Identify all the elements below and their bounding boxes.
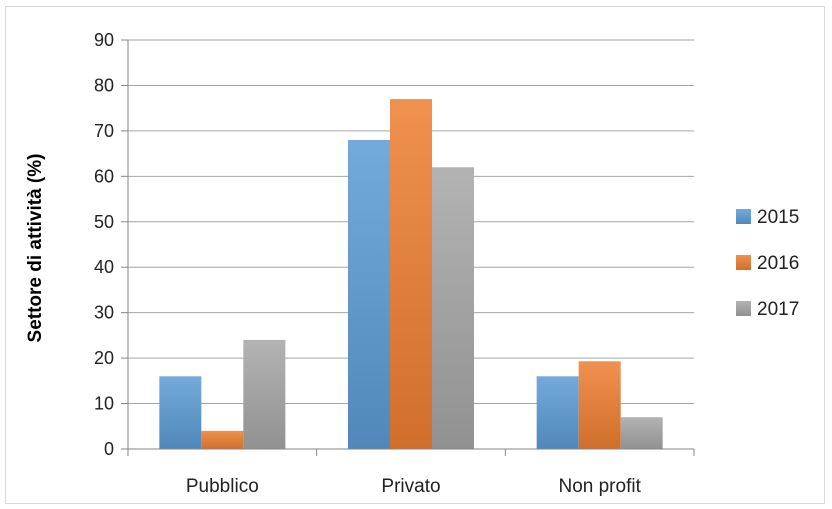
- axes: [121, 39, 695, 456]
- y-tick-label: 10: [94, 394, 114, 414]
- bar-2015-privato: [348, 139, 390, 449]
- x-tick-label: Privato: [381, 476, 440, 497]
- bar-2017-non-profit: [620, 417, 663, 449]
- bars: [159, 99, 663, 450]
- y-tick-label: 30: [94, 303, 114, 323]
- legend-label-2016: 2016: [757, 253, 799, 274]
- bar-2015-pubblico: [159, 376, 202, 449]
- legend-swatch-2016: [736, 255, 751, 270]
- y-tick-label: 50: [94, 212, 114, 232]
- bar-2017-privato: [432, 167, 474, 449]
- bar-2017-pubblico: [243, 339, 286, 449]
- legend: 2015 2016 2017: [736, 207, 799, 320]
- legend-swatch-2017: [736, 301, 751, 316]
- y-tick-labels: 0 10 20 30 40 50 60 70 80 90: [94, 30, 114, 459]
- y-tick-label: 80: [94, 75, 114, 95]
- x-tick-label: Pubblico: [186, 476, 259, 497]
- legend-label-2015: 2015: [757, 207, 799, 228]
- y-axis-title: Settore di attività (%): [25, 154, 46, 343]
- y-tick-label: 40: [94, 257, 114, 277]
- x-tick-label: Non profit: [558, 476, 641, 497]
- y-tick-label: 60: [94, 166, 114, 186]
- bar-2016-privato: [390, 99, 432, 450]
- legend-label-2017: 2017: [757, 299, 799, 320]
- y-tick-label: 0: [104, 439, 114, 459]
- y-tick-label: 90: [94, 30, 114, 50]
- legend-swatch-2015: [736, 209, 751, 224]
- y-tick-label: 20: [94, 348, 114, 368]
- bar-2015-non-profit: [536, 376, 579, 449]
- bar-2016-pubblico: [201, 430, 244, 449]
- bar-2016-non-profit: [578, 361, 621, 449]
- x-tick-labels: Pubblico Privato Non profit: [186, 476, 642, 497]
- y-tick-label: 70: [94, 121, 114, 141]
